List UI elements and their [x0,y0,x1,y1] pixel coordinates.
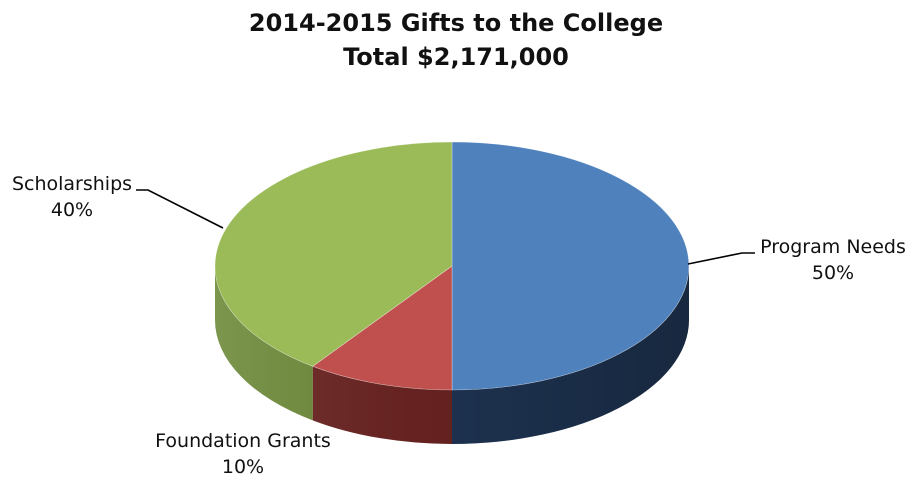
chart-title-block: 2014-2015 Gifts to the College Total $2,… [0,6,912,74]
slice-label-program-needs: Program Needs [760,236,906,258]
pie-slice-program-needs [451,141,690,391]
slice-label-foundation-grants: Foundation Grants [155,430,331,452]
pie-slice-scholarships [214,141,453,367]
slice-pct-foundation-grants: 10% [222,456,264,478]
pie-sides [214,266,689,445]
pie-leaders [136,189,755,265]
slice-label-scholarships: Scholarships [12,173,132,195]
pie-side-shading [215,266,689,444]
leader-line-program-needs [687,252,755,265]
slice-pct-program-needs: 50% [812,262,854,284]
chart-subtitle: Total $2,171,000 [343,43,569,71]
chart-title: 2014-2015 Gifts to the College [248,9,664,37]
pie-labels: Program Needs 50% Foundation Grants 10% Scho… [12,173,906,478]
pie-slice-foundation-grants [312,265,453,391]
leader-line-scholarships [136,189,224,229]
pie-tops [214,141,690,391]
slice-pct-scholarships: 40% [51,199,93,221]
